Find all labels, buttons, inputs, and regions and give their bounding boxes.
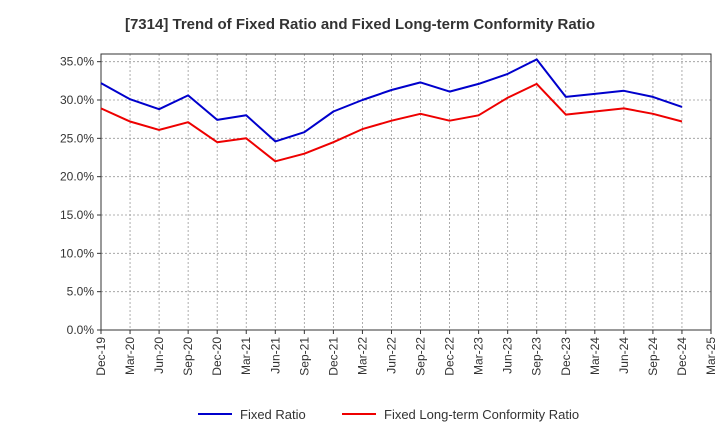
x-tick-label: Dec-23 xyxy=(559,337,573,376)
x-tick-label: Dec-24 xyxy=(675,337,689,376)
x-tick-label: Mar-23 xyxy=(472,337,486,375)
legend-label: Fixed Long-term Conformity Ratio xyxy=(384,407,579,422)
x-axis-ticks: Dec-19 Mar-20 Jun-20 Sep-20 Dec-20 Mar-21 Jun-… xyxy=(94,330,718,376)
x-tick-label: Jun-23 xyxy=(501,337,515,374)
legend-label: Fixed Ratio xyxy=(240,407,306,422)
y-tick-label: 10.0% xyxy=(60,246,94,260)
x-tick-label: Jun-22 xyxy=(384,337,398,374)
x-tick-label: Dec-20 xyxy=(210,337,224,376)
fixed-ratio-line xyxy=(100,58,683,143)
x-tick-label: Sep-24 xyxy=(646,337,660,376)
x-tick-label: Mar-24 xyxy=(588,337,602,375)
x-tick-label: Jun-20 xyxy=(152,337,166,374)
x-tick-label: Sep-23 xyxy=(530,337,544,376)
y-tick-label: 30.0% xyxy=(60,93,94,107)
x-tick-label: Sep-22 xyxy=(414,337,428,376)
x-tick-label: Dec-22 xyxy=(443,337,457,376)
series-lines xyxy=(100,58,683,163)
x-tick-label: Dec-19 xyxy=(94,337,108,376)
grid-lines xyxy=(101,54,711,330)
y-tick-label: 20.0% xyxy=(60,170,94,184)
x-tick-label: Dec-21 xyxy=(326,337,340,376)
x-tick-label: Jun-24 xyxy=(617,337,631,374)
legend: Fixed Ratio Fixed Long-term Conformity Ra… xyxy=(198,407,579,422)
plot-area-border xyxy=(100,53,712,331)
chart-title: [7314] Trend of Fixed Ratio and Fixed Lo… xyxy=(124,16,596,33)
y-tick-label: 25.0% xyxy=(60,131,94,145)
x-tick-label: Sep-21 xyxy=(297,337,311,376)
x-tick-label: Mar-20 xyxy=(123,337,137,375)
x-tick-label: Sep-20 xyxy=(181,337,195,376)
y-tick-label: 0.0% xyxy=(67,323,95,337)
x-tick-label: Mar-21 xyxy=(239,337,253,375)
y-tick-label: 15.0% xyxy=(60,208,94,222)
fixed-long-term-conformity-ratio-line xyxy=(100,82,683,163)
x-tick-label: Jun-21 xyxy=(268,337,282,374)
y-tick-label: 5.0% xyxy=(67,285,95,299)
y-axis-ticks: 0.0% 5.0% 10.0% 15.0% 20.0% 25.0% 30.0% 35.0% xyxy=(60,55,101,337)
y-tick-label: 35.0% xyxy=(60,55,94,69)
x-tick-label: Mar-22 xyxy=(355,337,369,375)
x-tick-label: Mar-25 xyxy=(704,337,718,375)
